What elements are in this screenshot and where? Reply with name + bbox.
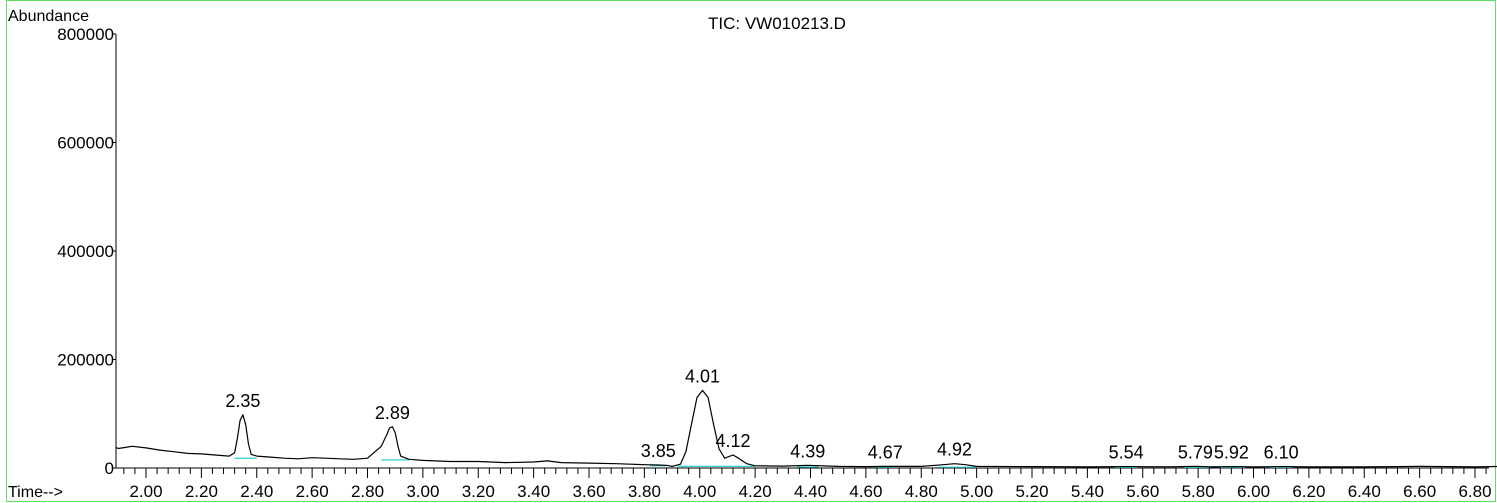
peak-label: 4.92 <box>937 440 972 460</box>
x-tick-label: 4.20 <box>739 482 772 501</box>
peak-label: 4.67 <box>868 442 903 462</box>
y-tick-label: 800000 <box>57 25 114 44</box>
chart-frame <box>6 0 1496 502</box>
tic-trace <box>115 389 1497 468</box>
x-tick-label: 2.60 <box>296 482 329 501</box>
x-tick-label: 2.40 <box>240 482 273 501</box>
x-tick-label: 3.60 <box>572 482 605 501</box>
x-tick-label: 4.40 <box>794 482 827 501</box>
y-tick-label: 400000 <box>57 242 114 261</box>
y-tick-label: 0 <box>105 459 114 478</box>
x-tick-label: 2.80 <box>351 482 384 501</box>
peak-label: 5.54 <box>1109 443 1144 463</box>
x-axis-label: Time--> <box>8 484 63 501</box>
x-tick-label: 4.60 <box>849 482 882 501</box>
x-tick-label: 5.40 <box>1071 482 1104 501</box>
y-axis-label: Abundance <box>8 8 89 25</box>
peak-label: 4.39 <box>790 441 825 461</box>
tic-series-line <box>115 389 1497 468</box>
x-tick-label: 6.00 <box>1237 482 1270 501</box>
x-tick-label: 6.80 <box>1458 482 1491 501</box>
x-tick-label: 3.40 <box>517 482 550 501</box>
integration-baselines <box>234 457 1293 469</box>
peak-label: 5.92 <box>1214 443 1249 463</box>
peak-label: 3.85 <box>641 441 676 461</box>
chart-title: TIC: VW010213.D <box>708 14 846 33</box>
peak-labels: 2.35 2.89 3.85 4.01 4.12 4.39 4.67 4.92 5.54 5.79… <box>225 366 1298 462</box>
peak-label: 4.12 <box>715 431 750 451</box>
x-tick-label: 2.20 <box>185 482 218 501</box>
x-tick-label: 6.60 <box>1403 482 1436 501</box>
x-tick-label: 5.00 <box>960 482 993 501</box>
peak-label: 6.10 <box>1264 443 1299 463</box>
x-tick-label: 5.20 <box>1015 482 1048 501</box>
x-tick-label: 4.80 <box>905 482 938 501</box>
peak-label: 4.01 <box>685 366 720 386</box>
x-tick-label: 3.20 <box>462 482 495 501</box>
axes: 0 200000 400000 600000 800000 2.00 2.20 2.40 2.6… <box>57 25 1491 501</box>
x-tick-label: 6.40 <box>1348 482 1381 501</box>
y-tick-label: 200000 <box>57 351 114 370</box>
peak-label: 2.89 <box>375 403 410 423</box>
x-tick-label: 5.60 <box>1126 482 1159 501</box>
peak-label: 2.35 <box>225 391 260 411</box>
x-tick-label: 6.20 <box>1292 482 1325 501</box>
x-tick-label: 2.00 <box>129 482 162 501</box>
x-tick-label: 3.00 <box>406 482 439 501</box>
y-tick-label: 600000 <box>57 134 114 153</box>
x-tick-label: 5.80 <box>1182 482 1215 501</box>
x-tick-label: 4.00 <box>683 482 716 501</box>
x-tick-label: 3.80 <box>628 482 661 501</box>
peak-label: 5.79 <box>1178 442 1213 462</box>
